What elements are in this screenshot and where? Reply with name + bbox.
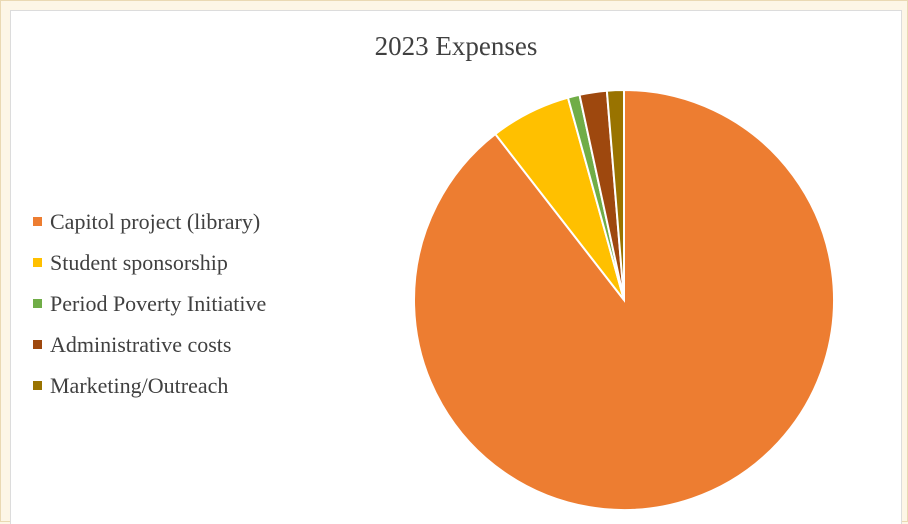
legend-swatch — [33, 299, 42, 308]
legend-item-marketing-outreach: Marketing/Outreach — [33, 365, 266, 406]
legend-label: Administrative costs — [50, 331, 232, 357]
legend-item-period-poverty: Period Poverty Initiative — [33, 283, 266, 324]
legend-label: Capitol project (library) — [50, 208, 261, 234]
legend-item-capitol-project: Capitol project (library) — [33, 201, 266, 242]
legend-swatch — [33, 381, 42, 390]
legend-item-administrative-costs: Administrative costs — [33, 324, 266, 365]
chart-legend: Capitol project (library) Student sponso… — [33, 201, 266, 406]
legend-label: Marketing/Outreach — [50, 372, 229, 398]
legend-swatch — [33, 340, 42, 349]
legend-swatch — [33, 217, 42, 226]
chart-area: 2023 Expenses Capitol project (library) … — [10, 10, 902, 524]
pie-slice-marketing-outreach — [605, 88, 625, 301]
legend-swatch — [33, 258, 42, 267]
legend-label: Student sponsorship — [50, 249, 228, 275]
pie-chart — [413, 88, 835, 511]
legend-item-student-sponsorship: Student sponsorship — [33, 242, 266, 283]
chart-title: 2023 Expenses — [374, 31, 538, 61]
legend-label: Period Poverty Initiative — [50, 290, 267, 316]
